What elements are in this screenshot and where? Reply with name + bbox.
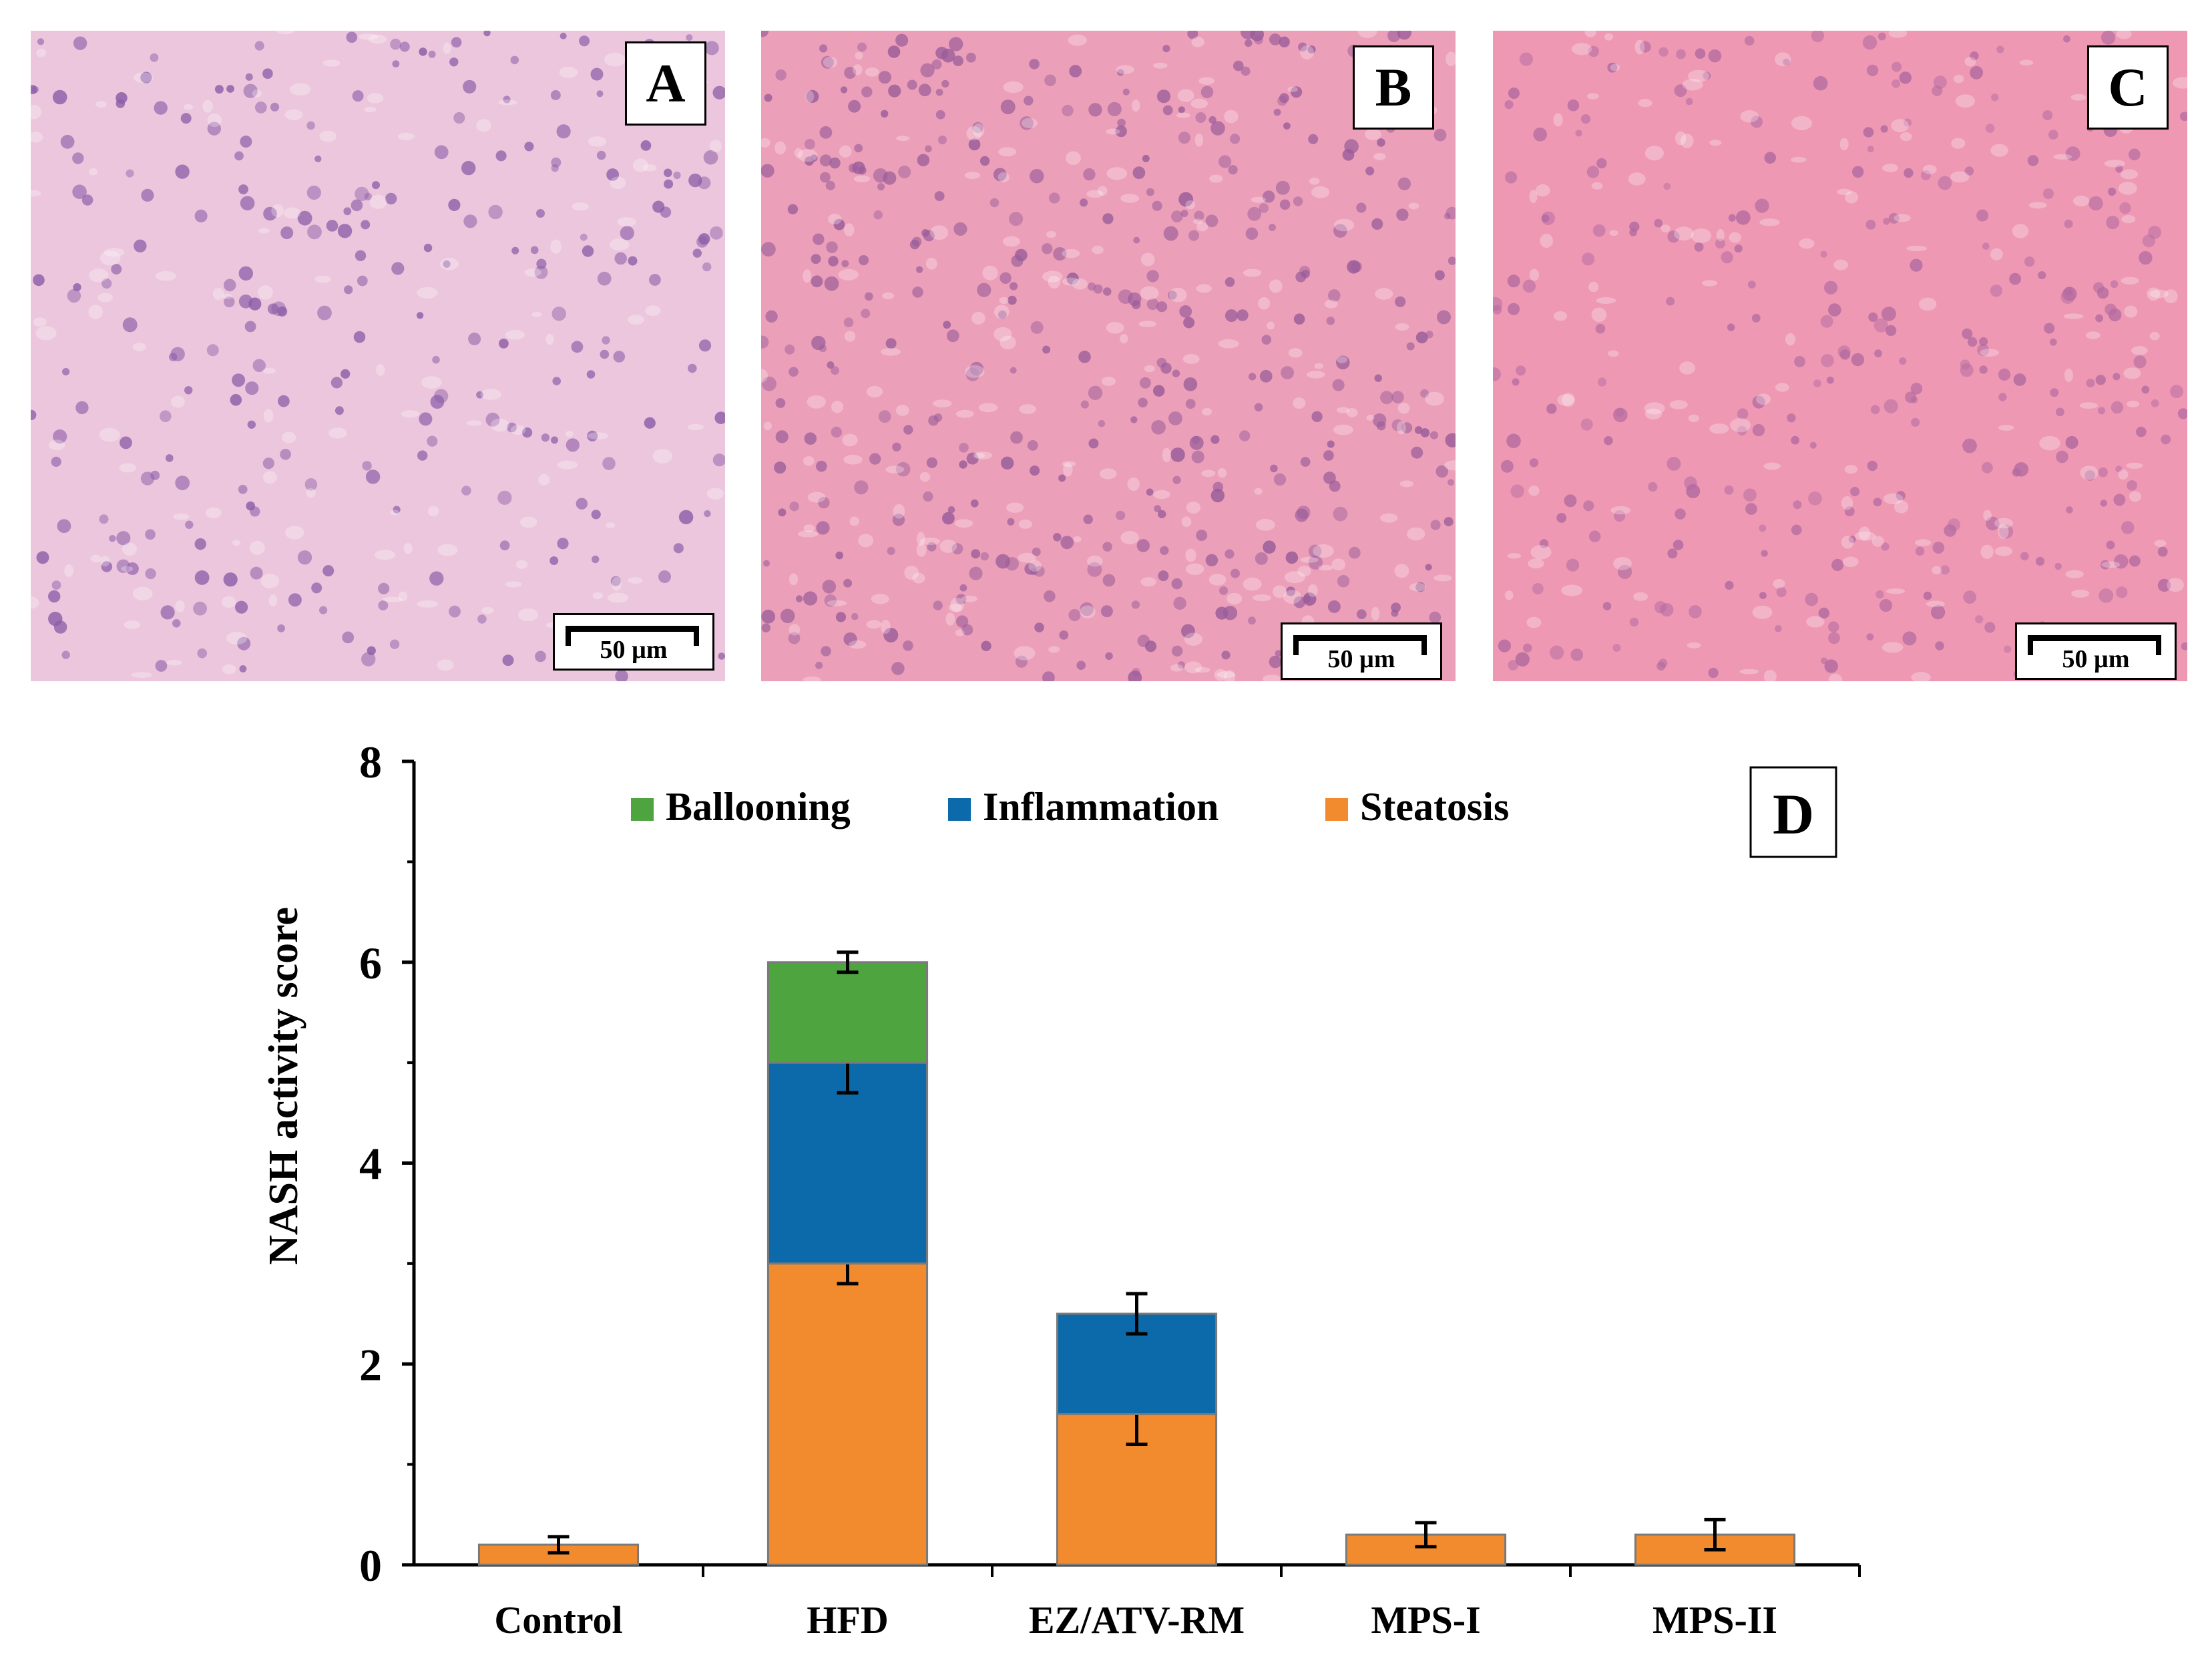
- tissue-nuclei: [31, 31, 725, 681]
- y-tick-label: 0: [359, 1540, 382, 1591]
- y-tick-label: 2: [359, 1339, 382, 1390]
- micrograph-panel-b: B 50 µm: [761, 31, 1456, 681]
- legend-label-ballooning: Ballooning: [666, 785, 851, 829]
- scale-bar-label: 50 µm: [1327, 645, 1395, 673]
- legend-swatch-ballooning: [631, 798, 654, 821]
- error-bar-steatosis: [1415, 1521, 1437, 1549]
- scale-bar-line: [566, 626, 699, 646]
- tissue-vacuoles: [1504, 31, 2187, 681]
- error-bar-steatosis: [1704, 1517, 1726, 1551]
- legend-label-steatosis: Steatosis: [1360, 785, 1509, 829]
- scale-bar-line: [1293, 635, 1427, 655]
- y-tick-label: 4: [359, 1139, 382, 1189]
- error-bar-steatosis: [547, 1535, 570, 1555]
- x-tick-label: MPS-II: [1652, 1598, 1777, 1642]
- y-axis-label: NASH activity score: [261, 907, 306, 1265]
- bar-inflammation: [766, 1061, 929, 1265]
- micrograph-panel-c: C 50 µm: [1493, 31, 2187, 681]
- panel-letter-a: A: [625, 41, 706, 126]
- scale-bar-a: 50 µm: [553, 613, 714, 671]
- legend-label-inflammation: Inflammation: [983, 785, 1219, 829]
- nash-score-chart: 0 2 4 6 8 Control HFD EZ/ATV-RM MPS-I MPS-II Ballo…: [261, 737, 1861, 1642]
- y-tick-label: 8: [359, 737, 382, 787]
- y-tick-label: 6: [359, 938, 382, 988]
- scale-bar-b: 50 µm: [1281, 622, 1442, 680]
- panel-letter-d-box: [1749, 766, 1837, 858]
- micrograph-panel-a: A 50 µm: [31, 31, 725, 681]
- tissue-vacuoles: [31, 31, 724, 678]
- micrograph-image-c: [1493, 31, 2187, 681]
- x-tick-label: MPS-I: [1371, 1598, 1480, 1642]
- legend-swatch-steatosis: [1325, 798, 1348, 821]
- bar-ballooning: [766, 961, 929, 1064]
- legend-swatch-inflammation: [948, 798, 971, 821]
- tissue-nuclei: [1493, 31, 2187, 679]
- scale-bar-label: 50 µm: [600, 636, 668, 664]
- error-bar-ballooning: [837, 950, 859, 974]
- x-tick-label: EZ/ATV-RM: [1029, 1598, 1245, 1642]
- bar-steatosis: [766, 1262, 929, 1566]
- x-tick-label: HFD: [807, 1598, 888, 1642]
- error-bar-inflammation: [1126, 1292, 1148, 1336]
- scale-bar-c: 50 µm: [2015, 622, 2177, 680]
- micrograph-image-a: [31, 31, 725, 681]
- panel-letter-c: C: [2087, 45, 2169, 130]
- micrograph-image-b: [761, 31, 1456, 681]
- panel-letter-b: B: [1353, 45, 1434, 130]
- scale-bar-label: 50 µm: [2062, 645, 2130, 673]
- tissue-background: [761, 31, 1456, 681]
- x-tick-label: Control: [494, 1598, 622, 1642]
- scale-bar-line: [2028, 635, 2161, 655]
- panel-letter-d: D: [1773, 782, 1814, 846]
